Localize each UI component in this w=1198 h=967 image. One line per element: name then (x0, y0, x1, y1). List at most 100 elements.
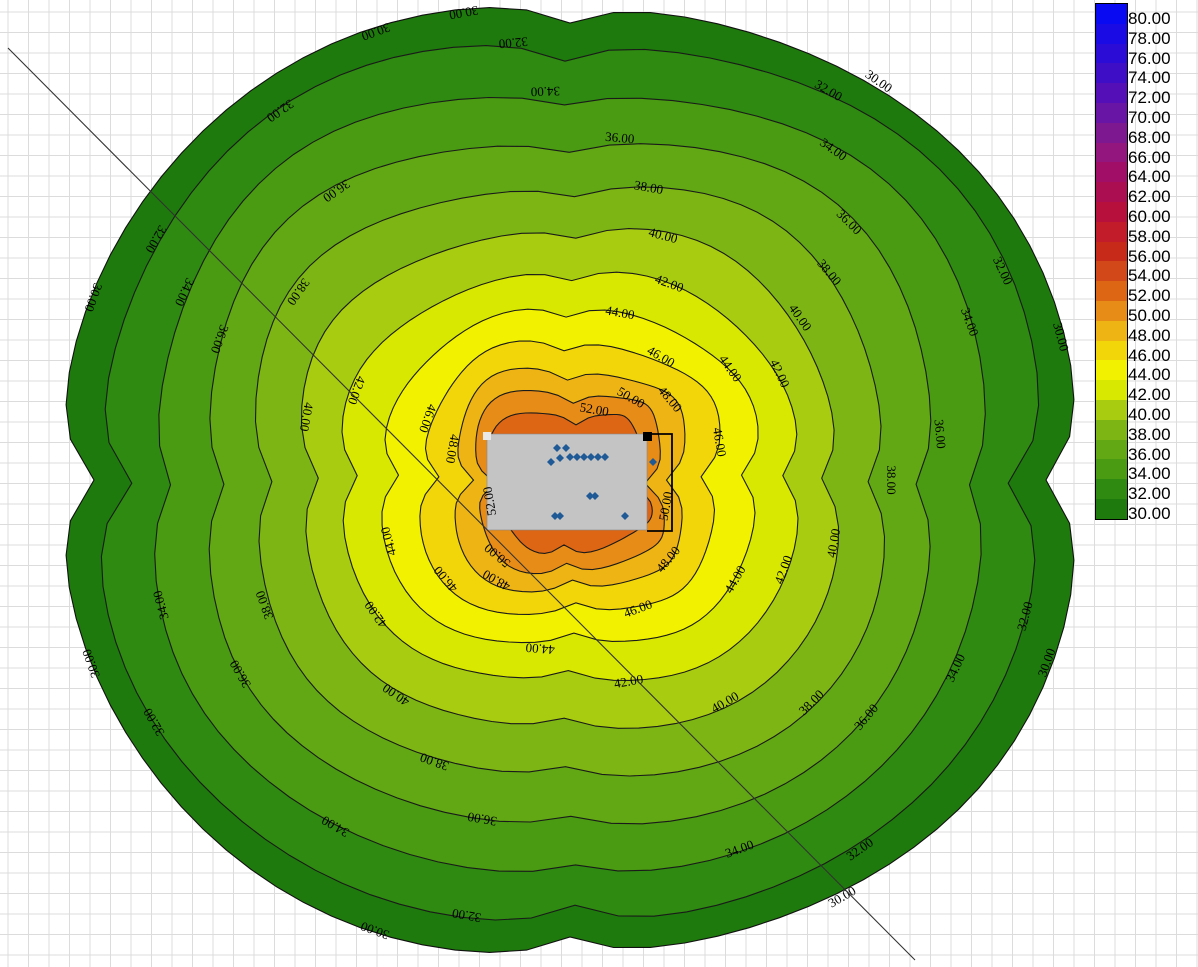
contour-label: 38.00 (884, 465, 899, 494)
legend-swatch (1096, 201, 1127, 222)
source-marker (601, 453, 609, 461)
contour-line-40.00 (300, 228, 840, 729)
contour-label: 38.00 (633, 177, 664, 197)
legend-label: 56.00 (1128, 246, 1171, 266)
contour-line-44.00 (381, 308, 759, 644)
legend-swatch (1096, 320, 1127, 341)
source-marker (556, 512, 564, 520)
legend-swatch (1096, 459, 1127, 480)
legend-label: 40.00 (1128, 404, 1171, 424)
legend-color-bar (1095, 3, 1128, 520)
legend-labels: 80.00 78.00 76.00 74.00 72.00 70.00 68.00 66.00… (1128, 9, 1171, 524)
source-marker (566, 453, 574, 461)
legend-swatch (1096, 300, 1127, 321)
legend-swatch (1096, 4, 1127, 24)
contour-label: 36.00 (932, 419, 949, 449)
source-marker (591, 492, 599, 500)
legend-label: 60.00 (1128, 206, 1171, 226)
legend-label: 68.00 (1128, 127, 1171, 147)
legend-label: 46.00 (1128, 345, 1171, 365)
contour-label: 50.00 (656, 490, 676, 521)
legend-label: 62.00 (1128, 187, 1171, 207)
contour-label: 32.00 (451, 906, 482, 926)
building-outline (647, 433, 673, 532)
contour-line-32.00 (100, 45, 1040, 921)
source-marker (551, 512, 559, 520)
legend-swatch (1096, 221, 1127, 242)
legend-label: 76.00 (1128, 48, 1171, 68)
source-marker (587, 453, 595, 461)
corner-marker (643, 432, 652, 441)
legend-label: 80.00 (1128, 9, 1171, 28)
building-footprint (483, 432, 673, 532)
contour-line-30.00 (65, 7, 1075, 953)
contour-label: 30.00 (1050, 321, 1072, 353)
source-marker (562, 444, 570, 452)
legend-swatch (1096, 162, 1127, 183)
legend-swatch (1096, 399, 1127, 420)
legend-label: 34.00 (1128, 464, 1171, 484)
legend-swatch (1096, 142, 1127, 163)
legend-label: 78.00 (1128, 28, 1171, 48)
contour-label: 42.00 (613, 671, 644, 691)
contour-label: 46.00 (710, 426, 730, 457)
legend-swatch (1096, 23, 1127, 44)
contour-label: 32.00 (1014, 600, 1036, 632)
source-marker (547, 458, 555, 466)
source-marker (586, 492, 594, 500)
legend-swatch (1096, 360, 1127, 381)
contour-label: 30.00 (448, 3, 479, 23)
legend-label: 38.00 (1128, 424, 1171, 444)
legend-label: 66.00 (1128, 147, 1171, 167)
legend-label: 52.00 (1128, 286, 1171, 306)
legend-swatch (1096, 83, 1127, 103)
legend-swatch (1096, 241, 1127, 262)
contour-label: 34.00 (530, 84, 560, 100)
source-marker (621, 512, 629, 520)
contour-line-36.00 (208, 143, 932, 825)
source-marker (556, 454, 564, 462)
contour-line-34.00 (154, 96, 986, 872)
contour-label: 40.00 (647, 224, 679, 246)
contour-lines (65, 7, 1075, 953)
legend-swatch (1096, 63, 1127, 84)
legend-label: 58.00 (1128, 226, 1171, 246)
legend-swatch (1096, 340, 1127, 361)
legend-label: 64.00 (1128, 167, 1171, 187)
contour-label: 48.00 (443, 433, 463, 464)
contour-label: 40.00 (297, 401, 317, 432)
legend-label: 70.00 (1128, 107, 1171, 127)
contour-label: 52.00 (479, 486, 499, 517)
legend-swatch (1096, 380, 1127, 400)
source-marker (553, 444, 561, 452)
contour-label: 52.00 (579, 399, 610, 419)
source-marker (594, 453, 602, 461)
legend-label: 50.00 (1128, 305, 1171, 325)
contour-label: 34.00 (150, 589, 172, 621)
legend-swatch (1096, 43, 1127, 64)
contour-line-38.00 (254, 186, 886, 777)
legend-label: 32.00 (1128, 484, 1171, 504)
legend-label: 54.00 (1128, 266, 1171, 286)
contour-label: 40.00 (823, 527, 843, 558)
legend-swatch (1096, 498, 1127, 519)
legend-swatch (1096, 122, 1127, 143)
legend-label: 30.00 (1128, 503, 1171, 523)
legend-label: 42.00 (1128, 385, 1171, 405)
contour-line-46.00 (419, 340, 721, 615)
cross-section-line (7, 47, 916, 961)
source-marker (580, 453, 588, 461)
legend-swatch (1096, 419, 1127, 440)
source-marker (649, 458, 657, 466)
legend-label: 72.00 (1128, 88, 1171, 108)
legend-swatch (1096, 439, 1127, 460)
legend-swatch (1096, 182, 1127, 202)
source-marker (573, 453, 581, 461)
legend-label: 74.00 (1128, 68, 1171, 88)
legend-swatch (1096, 102, 1127, 123)
legend-swatch (1096, 479, 1127, 499)
legend-label: 44.00 (1128, 365, 1171, 385)
contour-label: 44.00 (525, 640, 555, 657)
contour-label: 36.00 (466, 809, 497, 829)
